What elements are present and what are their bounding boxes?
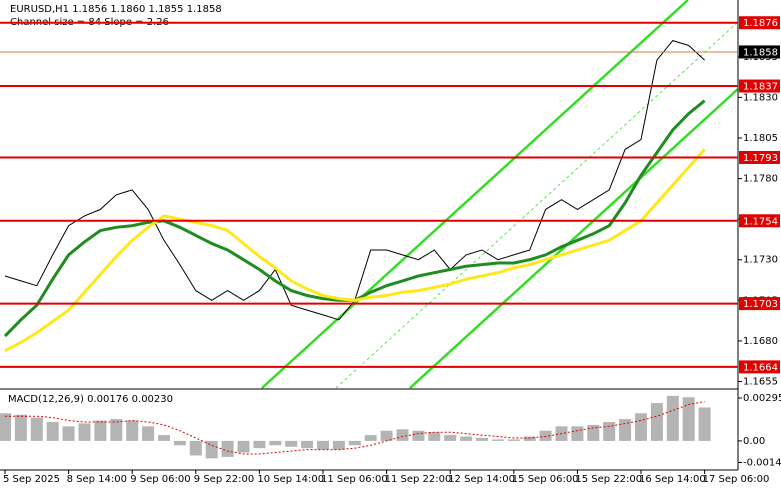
histogram-bar [539,430,552,441]
histogram-bar [491,439,504,441]
channel-upper [261,0,689,389]
histogram-bar [666,395,679,441]
histogram-bar [94,420,107,441]
macd-title: MACD(12,26,9) 0.00176 0.00230 [8,394,173,405]
x-tick-label: 10 Sep 14:00 [257,474,324,485]
histogram-bar [158,435,170,441]
x-tick-label: 8 Sep 14:00 [67,474,127,485]
histogram-bar [317,440,329,450]
histogram-bar [619,419,632,441]
level-label-box [739,150,780,164]
histogram-bar [364,435,377,441]
series-line [4,148,706,353]
y-tick-label: 1.1680 [743,336,778,347]
histogram-bar [62,426,75,441]
histogram-bar [0,413,11,441]
histogram-bar [603,422,616,441]
y-tick-label: 1.1730 [743,255,778,266]
histogram-bar [221,440,234,457]
level-label: 1.1876 [743,18,778,29]
histogram-bar [428,432,441,441]
histogram-bar [285,440,298,447]
histogram-bar [142,426,155,441]
y-tick-label: 1.1805 [743,133,778,144]
histogram-bar [30,417,43,441]
chart-title: EURUSD,H1 1.1856 1.1860 1.1855 1.1858 [10,4,222,15]
current-price-box [739,45,780,59]
level-label-box [739,214,780,228]
histogram-bar [189,440,202,456]
channel-lower [409,88,739,389]
x-tick-label: 17 Sep 06:00 [703,474,770,485]
plot [0,40,711,459]
histogram-bar [507,439,520,441]
level-label-box [739,16,780,30]
current-price-label: 1.1858 [743,47,778,58]
histogram-bar [46,422,59,441]
histogram-bar [237,440,250,453]
histogram-bar [476,438,488,441]
histogram-bar [587,424,600,441]
level-label-box [739,297,780,311]
histogram-bar [269,440,282,446]
histogram-bar [523,436,536,441]
histogram-bar [396,429,409,441]
histogram-bar [348,440,361,446]
histogram-bar [332,440,345,450]
histogram-bar [460,436,473,441]
x-tick-label: 12 Sep 14:00 [448,474,515,485]
x-tick-label: 9 Sep 22:00 [194,474,254,485]
x-tick-label: 15 Sep 06:00 [512,474,579,485]
y-tick-label: -0.00148 [743,457,781,468]
histogram-bar [444,435,457,441]
x-tick-label: 11 Sep 06:00 [321,474,388,485]
y-tick-label: 0.00295 [743,393,781,404]
histogram-bar [650,403,663,441]
histogram-bar [380,430,393,441]
histogram-bar [14,414,27,441]
histogram-bar [301,440,314,449]
histogram-bar [635,413,647,441]
level-label-box [739,360,780,374]
channel-middle [335,21,739,389]
histogram-bar [126,420,139,441]
histogram-bar [173,440,186,446]
y-tick-label: 1.1830 [743,92,778,103]
x-tick-label: 15 Sep 22:00 [575,474,642,485]
level-label-box [739,79,780,93]
y-tick-label: 0.00 [743,436,765,447]
y-tick-label: 1.1780 [743,174,778,185]
x-tick-label: 5 Sep 2025 [3,474,60,485]
x-tick-label: 16 Sep 14:00 [639,474,706,485]
histogram-bar [682,397,695,441]
level-label: 1.1837 [743,82,778,93]
histogram-bar [698,407,711,441]
histogram-bar [412,430,425,441]
level-label: 1.1703 [743,299,778,310]
histogram-bar [110,419,123,441]
y-tick-label: 1.1655 [743,377,778,388]
histogram-bar [78,423,91,441]
x-tick-label: 11 Sep 22:00 [385,474,452,485]
x-tick-label: 9 Sep 06:00 [130,474,190,485]
level-label: 1.1793 [743,153,778,164]
level-label: 1.1754 [743,216,778,227]
level-label: 1.1664 [743,362,778,373]
histogram-bar [205,440,218,459]
series-line [5,401,705,455]
histogram-bar [253,440,266,449]
histogram-bar [571,426,584,441]
